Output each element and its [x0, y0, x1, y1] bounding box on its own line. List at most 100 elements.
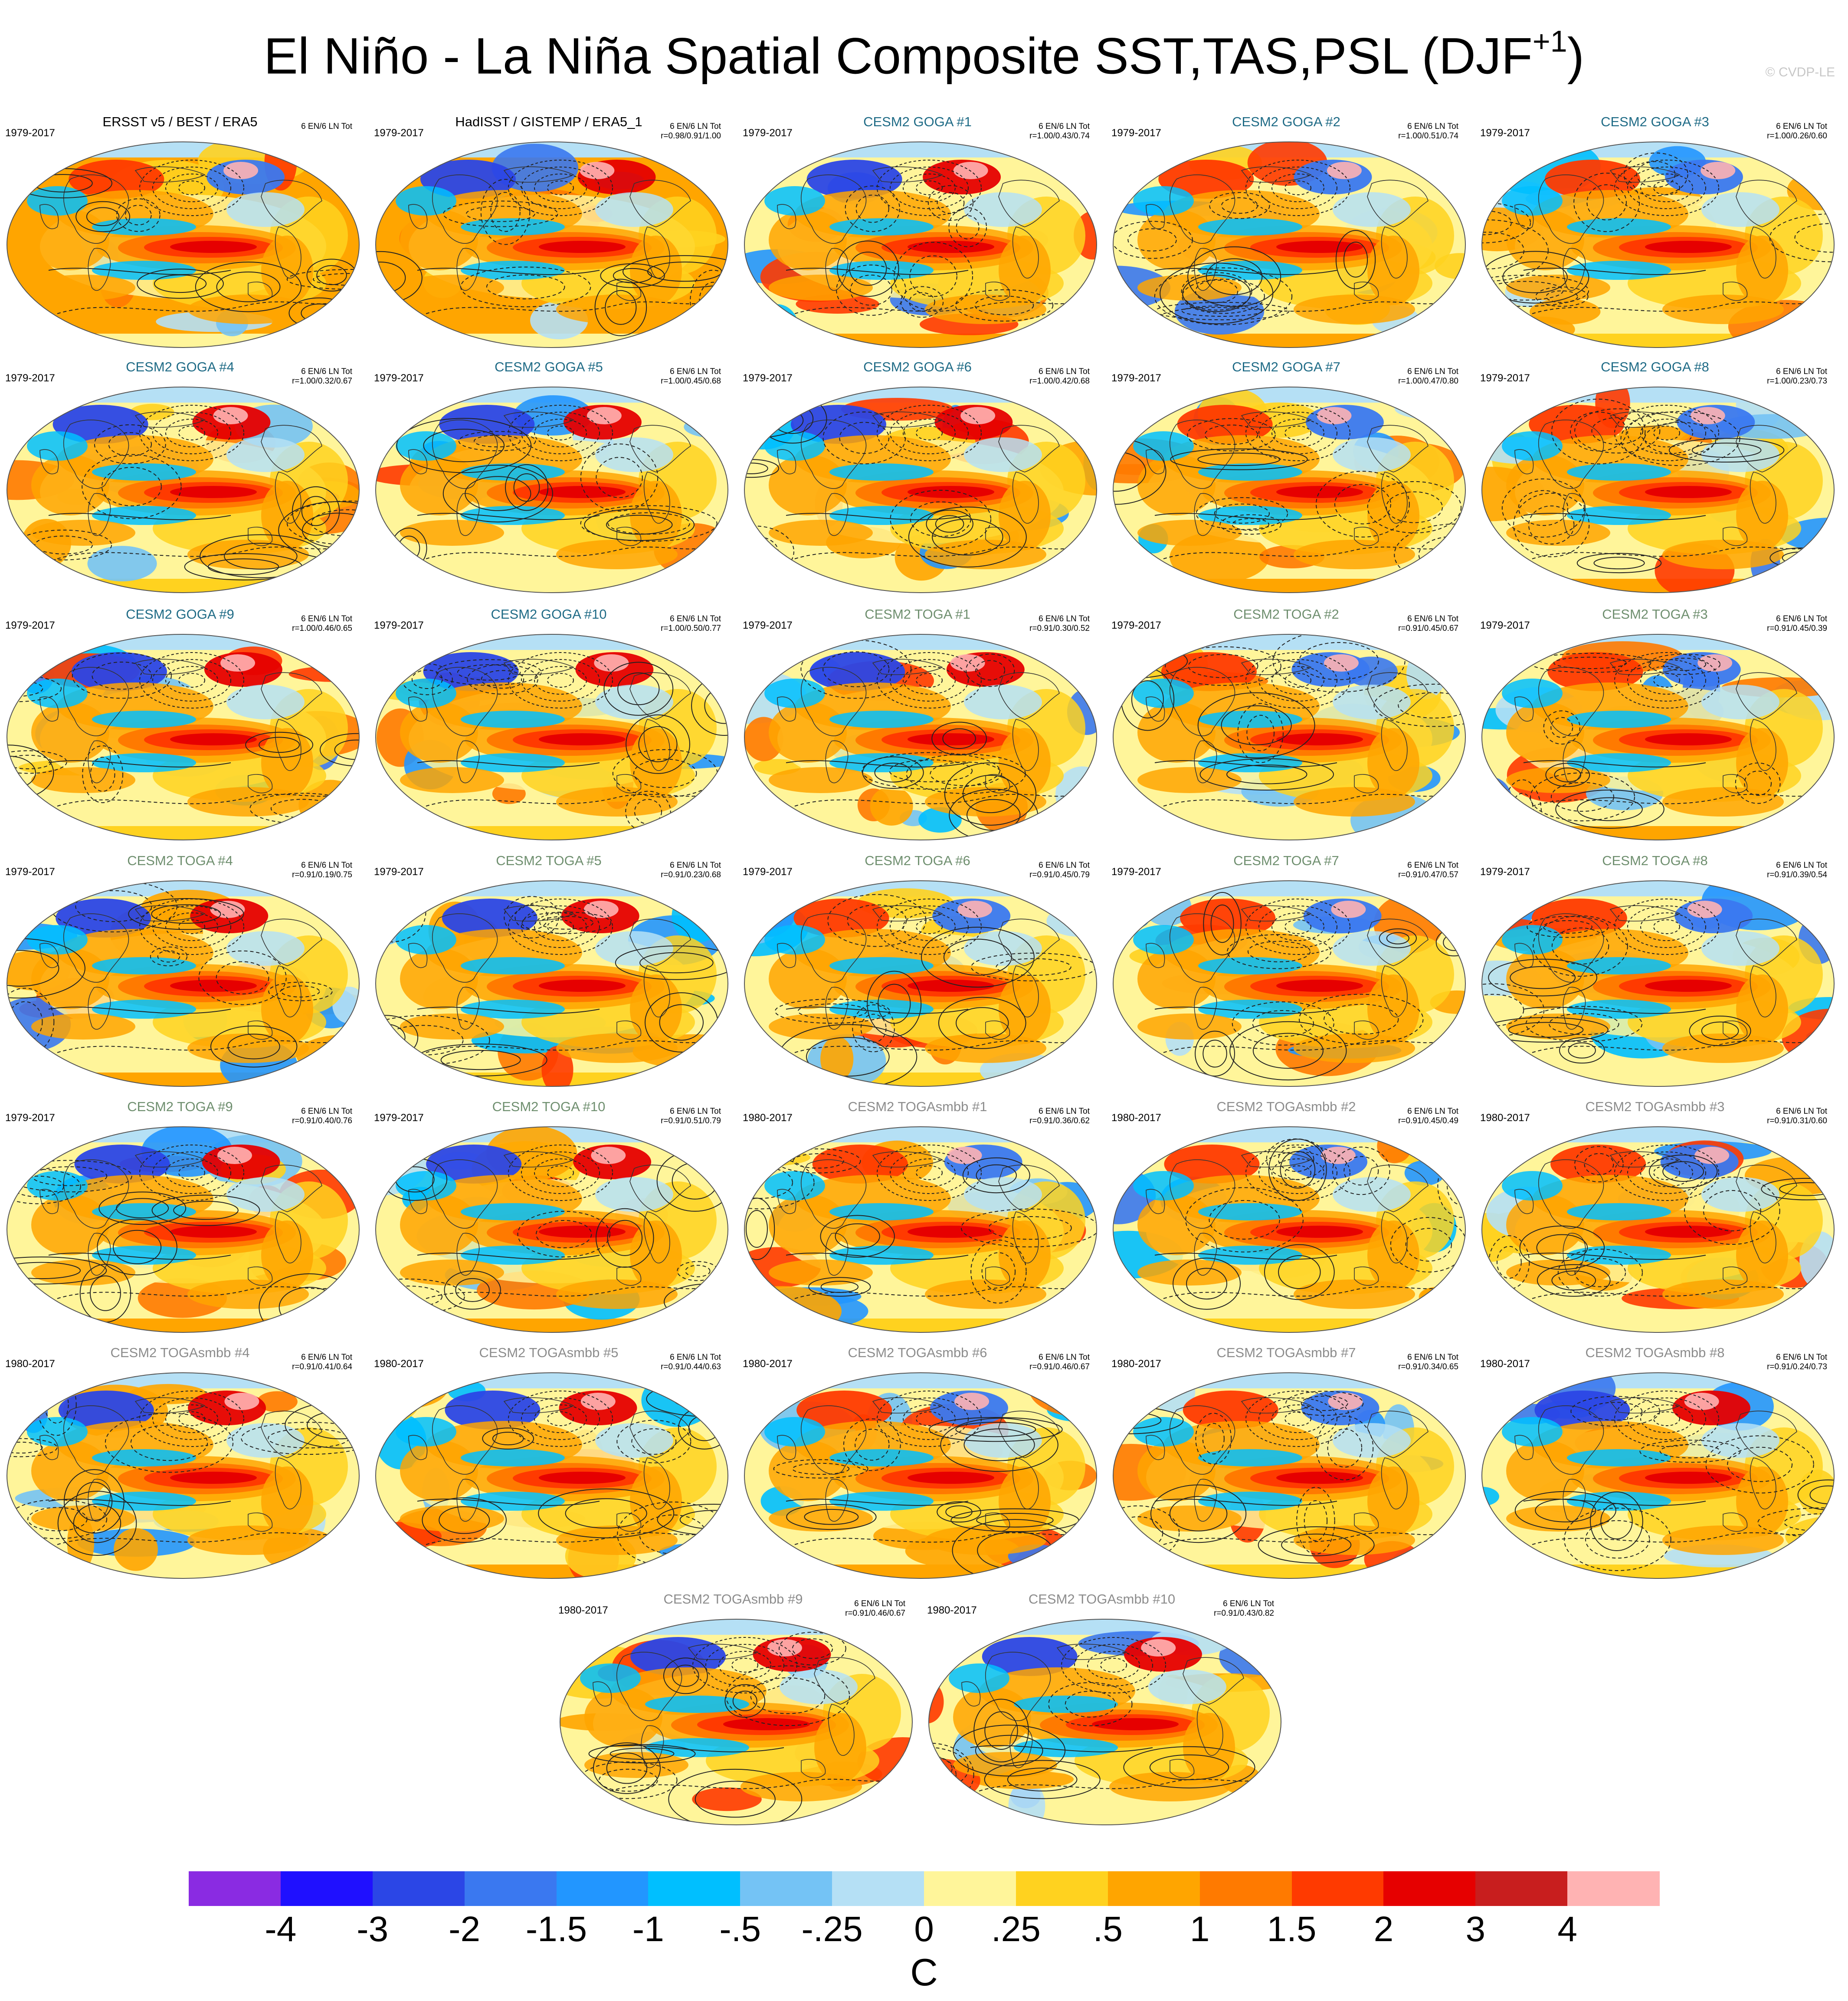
colorbar-tick-label: -3: [357, 1909, 389, 1949]
panel-title: CESM2 GOGA #10: [491, 607, 607, 622]
panel-correlation: r=1.00/0.43/0.74: [1029, 131, 1090, 141]
map-panel: ERSST v5 / BEST / ERA5 1979-2017 6 EN/6 LN…: [0, 111, 360, 354]
panel-event-count: 6 EN/6 LN Tot: [1039, 1107, 1090, 1116]
map-panel: CESM2 GOGA #9 1979-2017 6 EN/6 LN Tot r=1.0…: [0, 603, 360, 846]
global-anomaly-map: [1113, 141, 1466, 348]
global-anomaly-map: [1113, 1372, 1466, 1579]
map-panel: CESM2 TOGAsmbb #10 1980-2017 6 EN/6 LN Tot…: [922, 1588, 1282, 1831]
global-anomaly-map: [7, 634, 360, 840]
panel-stats: 6 EN/6 LN Tot r=0.91/0.46/0.67: [1029, 1353, 1090, 1372]
figure-title-superscript: +1: [1532, 24, 1567, 58]
panel-event-count: 6 EN/6 LN Tot: [1407, 861, 1458, 870]
panel-stats: 6 EN/6 LN Tot r=1.00/0.43/0.74: [1029, 122, 1090, 141]
colorbar-swatch: [648, 1871, 741, 1906]
panel-event-count: 6 EN/6 LN Tot: [1407, 367, 1458, 376]
colorbar-tick-label: 3: [1465, 1909, 1486, 1949]
panel-stats: 6 EN/6 LN Tot r=0.91/0.45/0.79: [1029, 861, 1090, 880]
panel-title: CESM2 GOGA #1: [863, 114, 972, 129]
panel-stats: 6 EN/6 LN Tot r=0.91/0.45/0.67: [1398, 614, 1458, 633]
panel-years: 1980-2017: [1480, 1112, 1530, 1124]
panel-title: CESM2 TOGA #2: [1233, 607, 1339, 622]
panel-correlation: r=1.00/0.50/0.77: [661, 624, 721, 633]
panel-stats: 6 EN/6 LN Tot r=1.00/0.50/0.77: [661, 614, 721, 633]
panel-years: 1980-2017: [1111, 1358, 1161, 1370]
colorbar-swatch: [1475, 1871, 1568, 1906]
panel-event-count: 6 EN/6 LN Tot: [854, 1599, 905, 1608]
panel-years: 1979-2017: [1111, 127, 1161, 139]
panel-stats: 6 EN/6 LN Tot r=0.91/0.46/0.67: [845, 1599, 905, 1618]
panel-years: 1980-2017: [743, 1358, 793, 1370]
panel-title: CESM2 GOGA #3: [1601, 114, 1709, 129]
panel-years: 1979-2017: [374, 620, 424, 631]
global-anomaly-map: [1113, 387, 1466, 593]
global-anomaly-map: [1481, 880, 1835, 1087]
panel-event-count: 6 EN/6 LN Tot: [670, 122, 721, 131]
global-anomaly-map: [1481, 1126, 1835, 1333]
panel-event-count: 6 EN/6 LN Tot: [1776, 1353, 1827, 1362]
panel-stats: 6 EN/6 LN Tot r=0.91/0.23/0.68: [661, 861, 721, 880]
map-panel: CESM2 TOGAsmbb #5 1980-2017 6 EN/6 LN Tot r…: [369, 1342, 729, 1584]
panel-correlation: r=1.00/0.47/0.80: [1398, 377, 1458, 386]
panel-correlation: r=0.91/0.46/0.67: [845, 1609, 905, 1618]
panel-years: 1979-2017: [5, 620, 55, 631]
panel-event-count: 6 EN/6 LN Tot: [301, 1353, 352, 1362]
panel-title: CESM2 TOGA #5: [496, 853, 602, 868]
panel-title: CESM2 TOGAsmbb #2: [1216, 1099, 1356, 1114]
panel-correlation: r=0.91/0.39/0.54: [1767, 870, 1827, 879]
panel-correlation: r=1.00/0.42/0.68: [1029, 377, 1090, 386]
map-panel: CESM2 TOGA #10 1979-2017 6 EN/6 LN Tot r=0.…: [369, 1096, 729, 1338]
panel-correlation: r=1.00/0.51/0.74: [1398, 131, 1458, 141]
panel-correlation: r=0.91/0.41/0.64: [292, 1362, 352, 1371]
map-panel: CESM2 TOGA #1 1979-2017 6 EN/6 LN Tot r=0.9…: [737, 603, 1098, 846]
panel-title: CESM2 TOGA #7: [1233, 853, 1339, 868]
map-panel: CESM2 TOGA #5 1979-2017 6 EN/6 LN Tot r=0.9…: [369, 850, 729, 1092]
panel-title: CESM2 TOGAsmbb #1: [848, 1099, 987, 1114]
panel-correlation: r=0.91/0.36/0.62: [1029, 1116, 1090, 1125]
panel-event-count: 6 EN/6 LN Tot: [301, 367, 352, 376]
colorbar-tick-label: .5: [1093, 1909, 1123, 1949]
panel-years: 1979-2017: [1480, 866, 1530, 878]
global-anomaly-map: [375, 1126, 728, 1333]
panel-event-count: 6 EN/6 LN Tot: [1039, 861, 1090, 870]
panel-stats: 6 EN/6 LN Tot r=1.00/0.45/0.68: [661, 367, 721, 386]
panel-correlation: r=0.91/0.46/0.67: [1029, 1362, 1090, 1371]
panel-years: 1980-2017: [1480, 1358, 1530, 1370]
panel-correlation: r=0.91/0.40/0.76: [292, 1116, 352, 1125]
colorbar-swatch: [832, 1871, 924, 1906]
panel-stats: 6 EN/6 LN Tot r=1.00/0.23/0.73: [1767, 367, 1827, 386]
panel-event-count: 6 EN/6 LN Tot: [1407, 1353, 1458, 1362]
panel-grid: ERSST v5 / BEST / ERA5 1979-2017 6 EN/6 LN…: [0, 111, 1835, 1831]
panel-event-count: 6 EN/6 LN Tot: [1776, 614, 1827, 623]
global-anomaly-map: [7, 141, 360, 348]
panel-years: 1979-2017: [1111, 620, 1161, 631]
global-anomaly-map: [744, 880, 1097, 1087]
colorbar-swatch: [372, 1871, 465, 1906]
global-anomaly-map: [375, 880, 728, 1087]
map-panel: CESM2 GOGA #7 1979-2017 6 EN/6 LN Tot r=1.0…: [1106, 356, 1466, 599]
colorbar-swatch: [1383, 1871, 1476, 1906]
panel-event-count: 6 EN/6 LN Tot: [670, 1107, 721, 1116]
map-panel: CESM2 GOGA #8 1979-2017 6 EN/6 LN Tot r=1.0…: [1475, 356, 1835, 599]
colorbar-swatch: [1291, 1871, 1384, 1906]
panel-title: CESM2 GOGA #4: [126, 359, 234, 374]
colorbar-tick-label: 2: [1373, 1909, 1394, 1949]
panel-correlation: r=0.91/0.45/0.49: [1398, 1116, 1458, 1125]
map-panel: CESM2 TOGAsmbb #4 1980-2017 6 EN/6 LN Tot r…: [0, 1342, 360, 1584]
panel-event-count: 6 EN/6 LN Tot: [1039, 367, 1090, 376]
global-anomaly-map: [744, 1372, 1097, 1579]
panel-event-count: 6 EN/6 LN Tot: [1776, 367, 1827, 376]
global-anomaly-map: [744, 634, 1097, 840]
colorbar-swatch: [1016, 1871, 1108, 1906]
panel-stats: 6 EN/6 LN Tot r=0.91/0.34/0.65: [1398, 1353, 1458, 1372]
panel-years: 1979-2017: [374, 372, 424, 384]
colorbar-tick-label: -1: [632, 1909, 664, 1949]
panel-years: 1980-2017: [5, 1358, 55, 1370]
panel-correlation: r=0.91/0.43/0.82: [1214, 1609, 1274, 1618]
map-panel: CESM2 GOGA #3 1979-2017 6 EN/6 LN Tot r=1.0…: [1475, 111, 1835, 354]
panel-stats: 6 EN/6 LN Tot r=0.91/0.31/0.60: [1767, 1107, 1827, 1126]
panel-event-count: 6 EN/6 LN Tot: [1776, 861, 1827, 870]
colorbar-swatch: [924, 1871, 1016, 1906]
panel-event-count: 6 EN/6 LN Tot: [1776, 122, 1827, 131]
panel-years: 1979-2017: [5, 127, 55, 139]
map-panel: CESM2 TOGA #6 1979-2017 6 EN/6 LN Tot r=0.9…: [737, 850, 1098, 1092]
